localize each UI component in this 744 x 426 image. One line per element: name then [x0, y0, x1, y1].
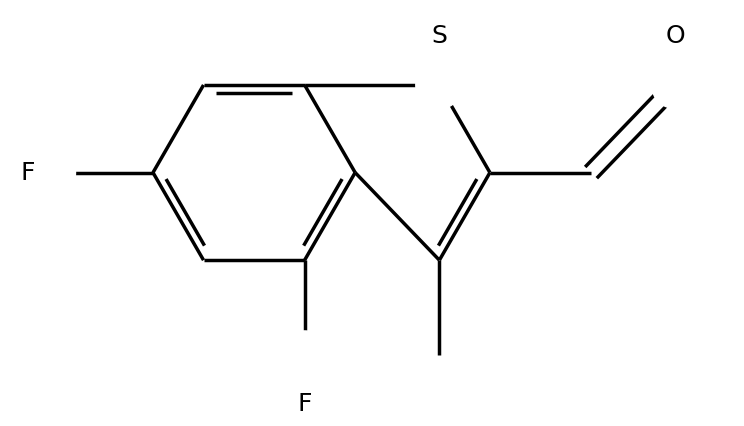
Ellipse shape — [652, 61, 699, 109]
Text: O: O — [665, 24, 685, 48]
Ellipse shape — [281, 331, 328, 378]
Text: S: S — [432, 24, 447, 48]
Ellipse shape — [28, 149, 75, 196]
Text: F: F — [298, 391, 312, 416]
Text: F: F — [21, 161, 35, 184]
Ellipse shape — [416, 61, 463, 109]
